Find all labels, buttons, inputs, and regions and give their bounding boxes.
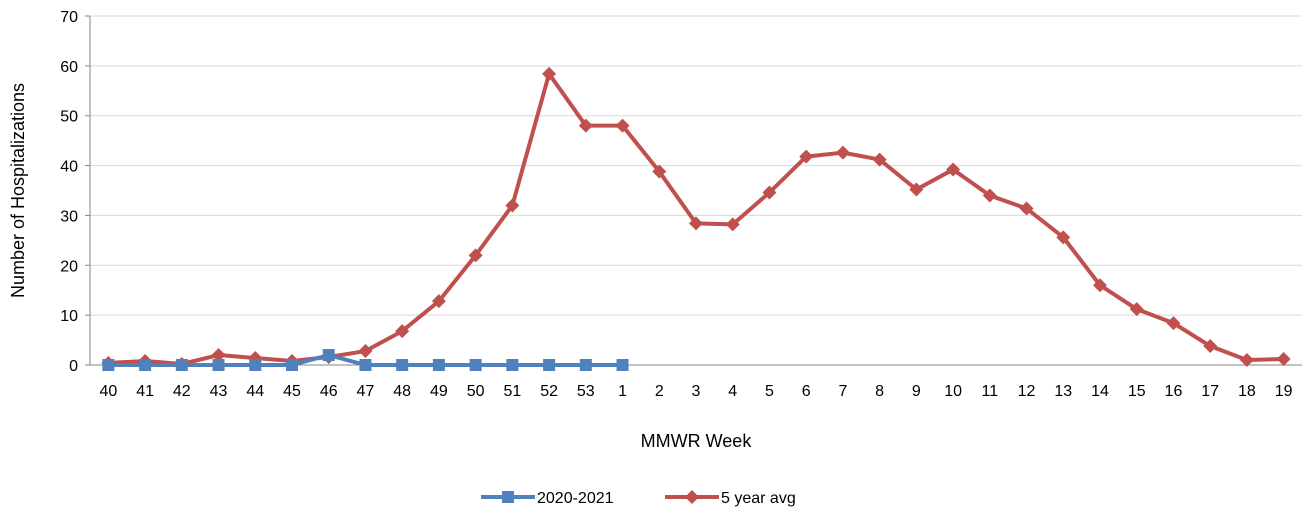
data-point-2020-2021	[543, 359, 556, 371]
x-tick-label: 48	[393, 383, 411, 400]
data-point-2020-2021	[102, 359, 115, 371]
legend: 2020-2021 5 year avg	[481, 490, 796, 507]
x-tick-label: 53	[577, 383, 595, 400]
x-tick-label: 2	[655, 383, 664, 400]
data-point-5-year-avg	[395, 324, 410, 339]
x-tick-label: 6	[802, 383, 811, 400]
data-point-2020-2021	[359, 359, 372, 371]
x-tick-label: 52	[540, 383, 558, 400]
y-tick-label: 0	[69, 358, 78, 375]
x-tick-label: 14	[1091, 383, 1109, 400]
data-point-2020-2021	[322, 349, 335, 362]
series-markers	[101, 66, 1291, 372]
x-axis: 40 41 42 43 44 45 46 47 48 49 50 51 52 53 1 2 3 4 5 6 7 8 9 10 1…	[90, 364, 1302, 400]
y-tick-label: 50	[60, 109, 78, 126]
x-tick-label: 19	[1275, 383, 1293, 400]
legend-marker	[502, 491, 514, 503]
data-point-5-year-avg	[1129, 302, 1144, 317]
x-tick-label: 45	[283, 383, 301, 400]
data-point-5-year-avg	[431, 294, 446, 309]
x-tick-label: 42	[173, 383, 191, 400]
data-point-5-year-avg	[1203, 339, 1218, 354]
data-point-2020-2021	[616, 359, 629, 371]
data-point-5-year-avg	[1093, 278, 1107, 293]
data-point-5-year-avg	[615, 118, 630, 133]
y-tick-label: 10	[60, 308, 78, 325]
x-tick-label: 17	[1201, 383, 1219, 400]
data-point-2020-2021	[396, 359, 409, 371]
data-point-5-year-avg	[652, 164, 667, 179]
x-tick-label: 44	[246, 383, 264, 400]
data-point-5-year-avg	[578, 118, 593, 133]
legend-marker	[685, 490, 699, 504]
x-tick-label: 18	[1238, 383, 1256, 400]
data-point-2020-2021	[139, 359, 152, 371]
data-point-5-year-avg	[1056, 230, 1071, 245]
data-point-5-year-avg	[982, 188, 997, 203]
data-point-5-year-avg	[358, 344, 373, 359]
data-point-2020-2021	[286, 359, 298, 371]
data-point-2020-2021	[212, 359, 225, 371]
data-point-5-year-avg	[1239, 353, 1254, 368]
data-point-2020-2021	[506, 359, 519, 371]
legend-item-2020-2021	[481, 491, 535, 503]
y-tick-label: 40	[60, 159, 78, 176]
data-point-5-year-avg	[762, 185, 777, 200]
legend-item-5-year-avg	[665, 490, 719, 504]
x-tick-label: 12	[1018, 383, 1036, 400]
data-point-2020-2021	[249, 359, 262, 371]
data-point-5-year-avg	[725, 217, 740, 232]
data-point-2020-2021	[175, 359, 188, 371]
data-point-5-year-avg	[1019, 201, 1034, 216]
x-tick-label: 5	[765, 383, 774, 400]
y-tick-label: 20	[60, 258, 78, 275]
data-point-2020-2021	[469, 359, 482, 371]
data-point-5-year-avg	[835, 145, 850, 160]
x-tick-label: 49	[430, 383, 448, 400]
legend-label-2020-2021: 2020-2021	[537, 490, 614, 507]
x-tick-label: 8	[875, 383, 884, 400]
data-point-5-year-avg	[505, 198, 520, 213]
y-tick-label: 30	[60, 208, 78, 225]
data-point-2020-2021	[579, 359, 592, 371]
x-tick-label: 50	[467, 383, 485, 400]
x-tick-label: 46	[320, 383, 338, 400]
gridlines	[90, 15, 1302, 366]
x-tick-label: 16	[1165, 383, 1183, 400]
x-tick-label: 40	[99, 383, 117, 400]
data-point-2020-2021	[432, 359, 445, 371]
x-tick-label: 47	[357, 383, 375, 400]
x-tick-label: 9	[912, 383, 921, 400]
x-tick-label: 10	[944, 383, 962, 400]
data-point-5-year-avg	[909, 182, 924, 197]
y-axis: 0 10 20 30 40 50 60 70	[60, 9, 91, 375]
data-point-5-year-avg	[468, 248, 483, 263]
data-point-5-year-avg	[1276, 352, 1291, 367]
data-point-5-year-avg	[946, 162, 961, 177]
x-tick-label: 3	[692, 383, 701, 400]
y-tick-label: 60	[60, 59, 78, 76]
data-point-5-year-avg	[689, 216, 703, 231]
x-tick-label: 7	[838, 383, 847, 400]
data-point-5-year-avg	[872, 152, 887, 167]
x-tick-label: 13	[1054, 383, 1072, 400]
data-point-5-year-avg	[799, 149, 814, 164]
data-point-5-year-avg	[542, 66, 557, 81]
x-tick-label: 1	[618, 383, 627, 400]
x-axis-title: MMWR Week	[641, 431, 753, 451]
x-tick-label: 43	[210, 383, 228, 400]
y-axis-title: Number of Hospitalizations	[8, 83, 28, 298]
y-tick-label: 70	[60, 9, 78, 26]
data-point-5-year-avg	[211, 348, 226, 363]
x-tick-label: 41	[136, 383, 154, 400]
x-tick-label: 51	[503, 383, 521, 400]
legend-label-5-year-avg: 5 year avg	[721, 490, 796, 507]
data-point-5-year-avg	[1166, 316, 1181, 331]
x-tick-label: 15	[1128, 383, 1146, 400]
x-tick-label: 11	[982, 383, 999, 400]
x-tick-label: 4	[728, 383, 737, 400]
